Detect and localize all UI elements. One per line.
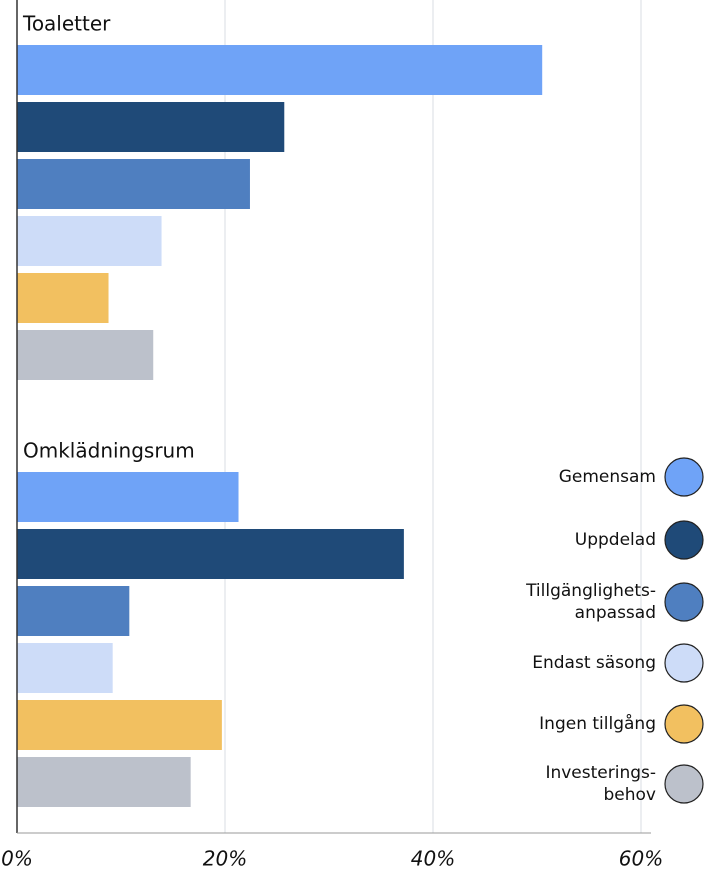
bar [17,45,543,95]
bar [17,216,162,266]
bar [17,330,154,380]
x-tick-label: 20% [203,847,247,871]
legend-swatch [664,764,704,804]
x-tick-label: 0% [1,847,33,871]
bar [17,586,130,636]
bar [17,472,239,522]
legend-label: Gemensam [558,467,656,487]
legend-swatch [664,582,704,622]
legend-label: Ingen tillgång [539,714,656,734]
legend-swatch [664,704,704,744]
legend-label: Tillgänglighets- anpassad [526,581,656,623]
bar [17,700,222,750]
legend-swatch [664,457,704,497]
x-tick-label: 60% [619,847,663,871]
legend-label: Uppdelad [574,530,656,550]
legend-label: Endast säsong [532,653,656,673]
bar [17,273,109,323]
group-label: Omklädningsrum [23,439,195,463]
bar [17,643,113,693]
bar [17,757,191,807]
bar [17,159,250,209]
x-tick-label: 40% [411,847,455,871]
bar [17,529,404,579]
legend-label: Investerings- behov [545,763,656,805]
legend-swatch [664,643,704,683]
bar [17,102,285,152]
group-label: Toaletter [22,12,111,36]
legend-swatch [664,520,704,560]
